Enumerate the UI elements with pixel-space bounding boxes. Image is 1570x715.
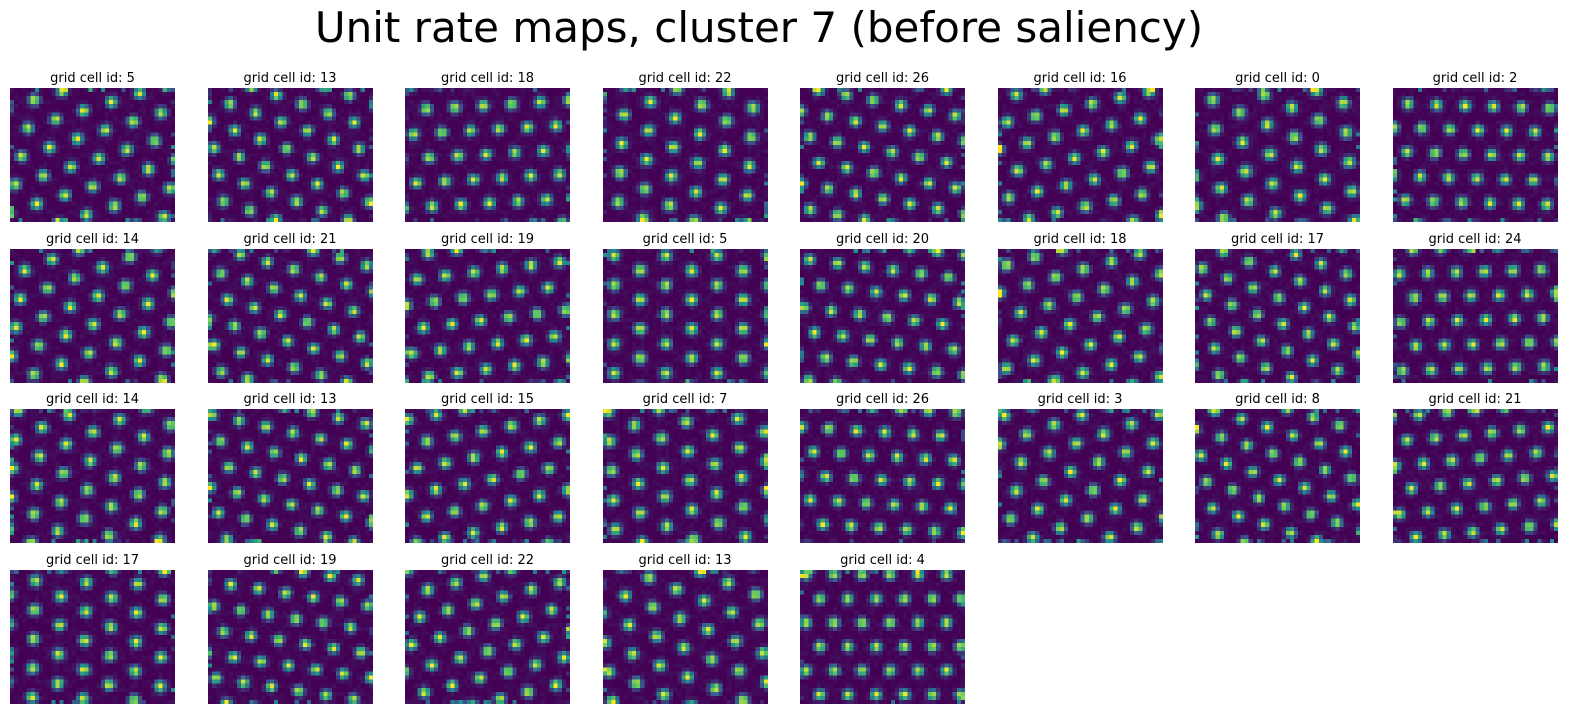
- rate-map-heatmap: [405, 248, 570, 383]
- rate-map-panel: grid cell id: 2: [1392, 70, 1558, 222]
- rate-map-panel: grid cell id: 16: [997, 70, 1163, 222]
- rate-map-heatmap: [800, 409, 965, 543]
- rate-map-heatmap: [1392, 88, 1558, 222]
- rate-map-panel: grid cell id: 20: [800, 231, 965, 383]
- rate-map-panel: grid cell id: 8: [1195, 391, 1360, 543]
- panel-title: grid cell id: 13: [638, 552, 732, 568]
- panel-title: grid cell id: 26: [835, 71, 929, 86]
- rate-map-heatmap: [10, 88, 175, 222]
- rate-map-heatmap: [800, 88, 965, 222]
- panel-title: grid cell id: 15: [440, 392, 534, 407]
- panel-title: grid cell id: 5: [642, 231, 728, 247]
- panel-title: grid cell id: 17: [1230, 231, 1324, 247]
- rate-map-heatmap: [997, 248, 1163, 383]
- figure-title: Unit rate maps, cluster 7 (before salien…: [314, 3, 1204, 52]
- rate-map-heatmap: [1195, 88, 1360, 222]
- rate-map-panel: grid cell id: 14: [10, 391, 175, 543]
- rate-map-panel: grid cell id: 3: [997, 391, 1163, 543]
- panel-title: grid cell id: 7: [642, 392, 728, 407]
- panel-title: grid cell id: 0: [1235, 71, 1320, 86]
- rate-map-panel: grid cell id: 18: [997, 231, 1163, 383]
- rate-map-heatmap: [405, 569, 570, 704]
- rate-map-heatmap: [10, 248, 175, 383]
- rate-map-panel: grid cell id: 13: [207, 70, 373, 222]
- rate-map-panel: grid cell id: 19: [405, 231, 570, 383]
- rate-map-heatmap: [207, 248, 373, 383]
- panel-title: grid cell id: 14: [45, 392, 139, 407]
- rate-map-panel: grid cell id: 13: [207, 391, 373, 543]
- panel-title: grid cell id: 26: [835, 392, 929, 407]
- rate-map-panel: grid cell id: 24: [1392, 231, 1558, 383]
- rate-map-panel: grid cell id: 15: [405, 391, 570, 543]
- rate-map-heatmap: [10, 409, 175, 543]
- rate-map-heatmap: [1392, 248, 1558, 383]
- panel-title: grid cell id: 19: [243, 552, 337, 568]
- rate-map-heatmap: [207, 569, 373, 704]
- rate-map-panel: grid cell id: 5: [10, 70, 175, 222]
- rate-map-panel: grid cell id: 5: [602, 231, 768, 383]
- rate-map-heatmap: [207, 88, 373, 222]
- rate-map-panel: grid cell id: 26: [800, 391, 965, 543]
- panel-title: grid cell id: 4: [840, 552, 925, 568]
- rate-map-heatmap: [10, 569, 175, 704]
- panel-title: grid cell id: 16: [1033, 71, 1127, 86]
- rate-map-panel: grid cell id: 0: [1195, 70, 1360, 222]
- rate-map-heatmap: [1392, 409, 1558, 543]
- panel-title: grid cell id: 22: [638, 71, 732, 86]
- rate-map-panel: grid cell id: 17: [1195, 231, 1360, 383]
- rate-map-panel: grid cell id: 22: [602, 70, 768, 222]
- rate-map-heatmap: [602, 88, 768, 222]
- rate-map-heatmap: [602, 409, 768, 543]
- rate-map-heatmap: [800, 569, 965, 704]
- rate-map-heatmap: [800, 248, 965, 383]
- panel-title: grid cell id: 13: [243, 392, 337, 407]
- rate-map-heatmap: [602, 248, 768, 383]
- rate-map-panel: grid cell id: 21: [207, 231, 373, 383]
- panel-title: grid cell id: 22: [440, 552, 534, 568]
- panel-title: grid cell id: 18: [440, 71, 534, 86]
- rate-map-panel: grid cell id: 19: [207, 552, 373, 704]
- rate-map-panel: grid cell id: 21: [1392, 391, 1558, 543]
- panel-title: grid cell id: 13: [243, 71, 337, 86]
- rate-map-panel: grid cell id: 17: [10, 552, 175, 704]
- rate-map-panel: grid cell id: 13: [602, 552, 768, 704]
- panel-title: grid cell id: 17: [45, 552, 139, 568]
- panel-title: grid cell id: 19: [440, 231, 534, 247]
- rate-map-heatmap: [405, 409, 570, 543]
- rate-map-heatmap: [1195, 248, 1360, 383]
- panel-title: grid cell id: 2: [1432, 71, 1518, 86]
- rate-map-heatmap: [997, 409, 1163, 543]
- rate-map-heatmap: [207, 409, 373, 543]
- rate-map-heatmap: [1195, 409, 1360, 543]
- rate-map-panel: grid cell id: 18: [405, 70, 570, 222]
- panel-title: grid cell id: 5: [50, 71, 135, 86]
- panel-title: grid cell id: 8: [1235, 392, 1320, 407]
- panel-title: grid cell id: 24: [1428, 231, 1522, 247]
- panel-title: grid cell id: 21: [1428, 392, 1522, 407]
- rate-map-heatmap: [405, 88, 570, 222]
- rate-map-panel: grid cell id: 26: [800, 70, 965, 222]
- rate-map-heatmap: [602, 569, 768, 704]
- rate-map-heatmap: [997, 88, 1163, 222]
- rate-map-panel: grid cell id: 22: [405, 552, 570, 704]
- rate-map-panel: grid cell id: 4: [800, 552, 965, 704]
- panel-title: grid cell id: 14: [45, 231, 139, 247]
- rate-map-panel: grid cell id: 14: [10, 231, 175, 383]
- rate-map-panel: grid cell id: 7: [602, 391, 768, 543]
- panel-title: grid cell id: 18: [1033, 231, 1127, 247]
- panel-title: grid cell id: 21: [243, 231, 337, 247]
- panel-title: grid cell id: 20: [835, 231, 929, 247]
- panel-title: grid cell id: 3: [1037, 392, 1123, 407]
